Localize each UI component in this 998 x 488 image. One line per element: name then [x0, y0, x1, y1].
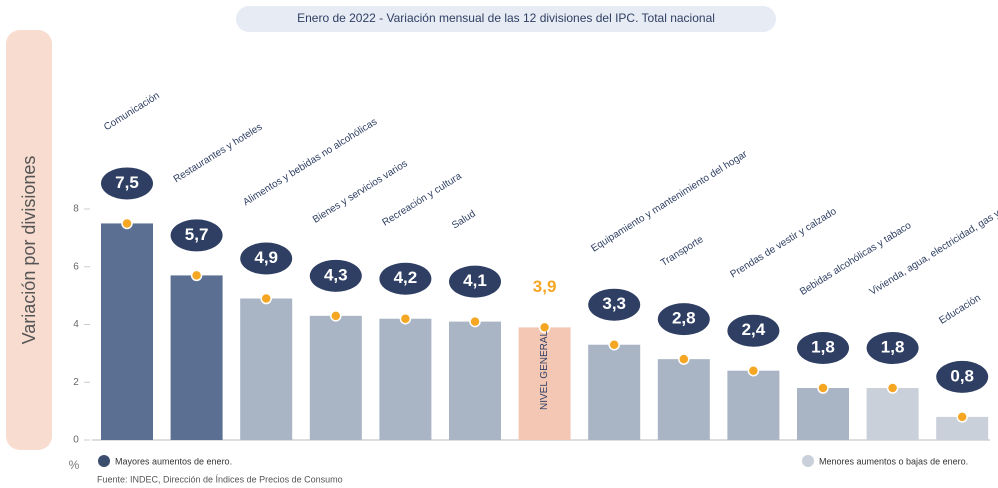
bar-top-dot [609, 340, 619, 350]
legend-label: Mayores aumentos de enero. [115, 456, 232, 466]
category-label: Restaurantes y hoteles [172, 122, 265, 186]
category-label: Comunicación [102, 90, 162, 133]
category-label: NIVEL GENERAL [539, 330, 550, 410]
bar-top-dot [957, 412, 967, 422]
bar-top-dot [400, 314, 410, 324]
value-label: 7,5 [115, 173, 139, 192]
value-label: 0,8 [950, 366, 974, 385]
bar-top-dot [888, 383, 898, 393]
category-label: Salud [450, 209, 478, 232]
bar-top-dot [261, 294, 271, 304]
bar-top-dot [748, 366, 758, 376]
chart: Enero de 2022 - Variación mensual de las… [0, 0, 998, 488]
legend-swatch [98, 455, 110, 467]
y-tick-label: 2 [73, 377, 79, 388]
value-label: 3,9 [533, 277, 557, 296]
chart-title: Enero de 2022 - Variación mensual de las… [297, 11, 715, 25]
y-tick-label: 8 [73, 204, 79, 215]
y-tick-label: 4 [73, 319, 79, 330]
value-label: 5,7 [185, 225, 209, 244]
y-tick-label: 6 [73, 261, 79, 272]
category-label: Equipamiento y mantenimiento del hogar [589, 148, 750, 254]
value-label: 1,8 [881, 338, 905, 357]
category-label: Prendas de vestir y calzado [729, 206, 839, 281]
value-label: 2,4 [742, 320, 766, 339]
bar-top-dot [679, 354, 689, 364]
bar [658, 359, 710, 440]
bar [379, 319, 431, 440]
bar [310, 316, 362, 440]
bar [797, 388, 849, 440]
bar [588, 345, 640, 440]
bar-top-dot [122, 218, 132, 228]
bar [449, 322, 501, 440]
bar [171, 275, 223, 440]
source: Fuente: INDEC, Dirección de Índices de P… [97, 474, 343, 484]
category-label: Recreación y cultura [381, 171, 465, 229]
bar [240, 299, 292, 440]
legend-swatch [802, 455, 814, 467]
category-label: Bebidas alcohólicas y tabaco [798, 220, 914, 298]
bar-top-dot [818, 383, 828, 393]
value-label: 4,9 [254, 248, 278, 267]
bar [867, 388, 919, 440]
legend-label: Menores aumentos o bajas de enero. [819, 456, 968, 466]
category-label: Transporte [659, 234, 706, 269]
y-axis-label: Variación por divisiones [19, 156, 39, 345]
value-label: 3,3 [602, 294, 626, 313]
value-label: 4,1 [463, 271, 487, 290]
bar [101, 223, 153, 440]
value-label: 2,8 [672, 309, 696, 328]
value-label: 4,3 [324, 265, 348, 284]
bar-top-dot [192, 270, 202, 280]
y-tick-label: 0 [73, 435, 79, 446]
bar-top-dot [470, 317, 480, 327]
bar-top-dot [331, 311, 341, 321]
value-label: 4,2 [394, 268, 418, 287]
category-label: Vivienda, agua, electricidad, gas y otro… [868, 162, 998, 297]
bar [727, 371, 779, 440]
value-label: 1,8 [811, 338, 835, 357]
unit-label: % [69, 458, 80, 472]
category-label: Educación [937, 293, 982, 327]
